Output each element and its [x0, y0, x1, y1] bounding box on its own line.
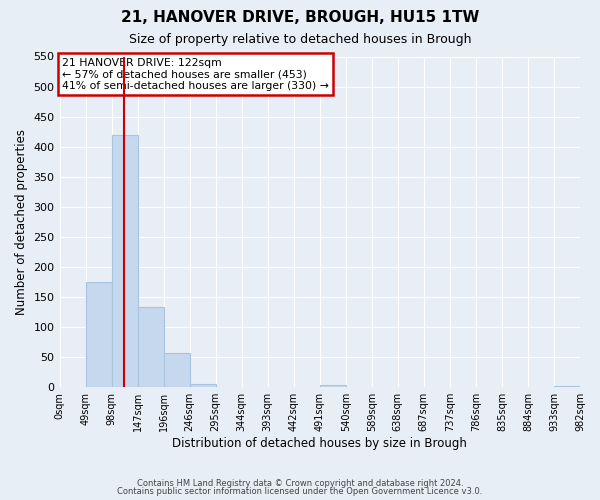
Bar	[190, 384, 215, 387]
Text: Contains public sector information licensed under the Open Government Licence v3: Contains public sector information licen…	[118, 487, 482, 496]
X-axis label: Distribution of detached houses by size in Brough: Distribution of detached houses by size …	[172, 437, 467, 450]
Bar	[112, 134, 137, 387]
Text: Size of property relative to detached houses in Brough: Size of property relative to detached ho…	[129, 32, 471, 46]
Bar	[137, 307, 164, 387]
Text: 21, HANOVER DRIVE, BROUGH, HU15 1TW: 21, HANOVER DRIVE, BROUGH, HU15 1TW	[121, 10, 479, 25]
Text: 21 HANOVER DRIVE: 122sqm
← 57% of detached houses are smaller (453)
41% of semi-: 21 HANOVER DRIVE: 122sqm ← 57% of detach…	[62, 58, 329, 91]
Bar	[86, 282, 112, 387]
Text: Contains HM Land Registry data © Crown copyright and database right 2024.: Contains HM Land Registry data © Crown c…	[137, 478, 463, 488]
Bar	[320, 386, 346, 387]
Y-axis label: Number of detached properties: Number of detached properties	[15, 129, 28, 315]
Bar	[554, 386, 580, 387]
Bar	[164, 353, 190, 387]
